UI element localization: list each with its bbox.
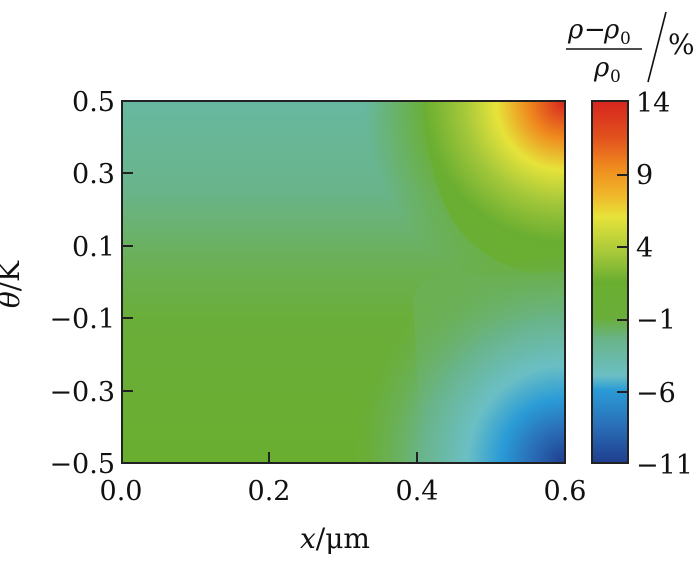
x-axis-variable: x [300,522,316,555]
x-tick-label: 0.2 [247,476,291,507]
y-tick-label: −0.3 [49,377,115,408]
y-axis-title: θ/K [0,261,26,308]
colorbar-tick [617,174,627,176]
x-tick-label: 0.0 [99,476,143,507]
colorbar-tick [617,246,627,248]
y-tick [121,245,133,247]
colorbar-title: ρ − ρ 0 ρ 0 % [560,4,700,94]
svg-text:ρ: ρ [567,15,584,45]
x-axis-title: x/μm [300,522,370,555]
svg-text:ρ: ρ [593,53,610,83]
colorbar-tick-label: −6 [636,378,676,409]
colorbar-tick [617,391,627,393]
svg-text:0: 0 [620,29,631,49]
svg-text:−: − [584,15,606,45]
svg-text:ρ: ρ [603,15,620,45]
svg-text:0: 0 [610,67,621,87]
colorbar [591,100,629,464]
colorbar-tick-label: −11 [636,450,693,481]
y-tick-label: −0.5 [49,449,115,480]
svg-text:%: % [668,28,695,61]
y-tick-label: −0.1 [49,304,115,335]
x-tick-label: 0.4 [395,476,439,507]
y-tick-label: 0.1 [72,232,115,263]
y-tick [121,317,133,319]
y-tick-label: 0.3 [72,159,115,190]
x-tick [268,452,270,464]
colorbar-tick-label: −1 [636,305,676,336]
y-axis-unit: /K [0,260,27,292]
colorbar-tick-label: 14 [636,88,671,119]
y-tick [121,172,133,174]
colorbar-tick [617,319,627,321]
y-tick [121,390,133,392]
heatmap-plot-area [121,100,566,464]
colorbar-tick-label: 4 [636,233,654,264]
x-axis-unit: /μm [315,522,370,555]
x-tick-label: 0.6 [543,476,587,507]
y-tick-label: 0.5 [72,87,115,118]
x-tick [416,452,418,464]
y-axis-variable: θ [0,291,26,308]
colorbar-tick-label: 9 [636,160,654,191]
